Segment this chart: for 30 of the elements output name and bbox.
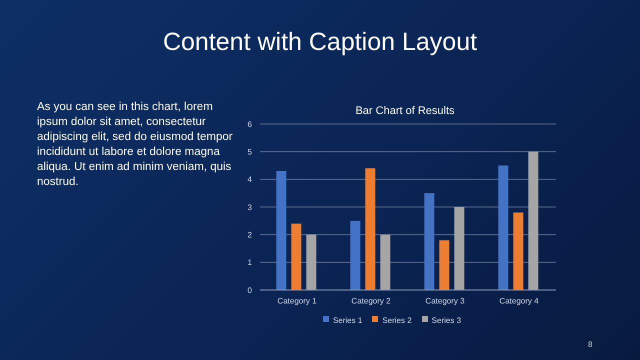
bar: [365, 168, 376, 290]
y-tick-label: 6: [248, 120, 253, 129]
bar: [350, 220, 360, 290]
bar: [291, 224, 302, 290]
text: Content with Caption Layout: [162, 28, 478, 57]
text: As you can see in this chart, lorem ipsum dolor sit amet, consectetur adipiscing elit, sed do eiusmod tempor incididunt ut labore et dolore magna aliqua. Ut enim ad minim veniam, quis nostrud.: [37, 100, 234, 190]
x-tick-label: Category 1: [277, 296, 318, 306]
text: 8: [588, 340, 592, 349]
bar: [306, 234, 316, 290]
bar: [380, 234, 390, 290]
y-tick-label: 4: [248, 175, 253, 184]
y-tick-label: 1: [248, 258, 253, 268]
chart-title: Bar Chart of Results: [354, 105, 456, 117]
legend-label: Series 1: [332, 316, 362, 325]
x-tick-label: Category 2: [351, 296, 392, 306]
legend-label: Series 2: [382, 316, 412, 325]
y-tick-label: 0: [248, 286, 253, 295]
bar: [498, 166, 508, 290]
bar: [276, 171, 286, 290]
y-tick-label: 3: [248, 202, 253, 212]
x-tick-label: Category 3: [425, 296, 466, 306]
bar: [454, 207, 464, 290]
y-tick-label: 5: [248, 148, 253, 157]
bar: [424, 193, 434, 290]
y-tick-label: 2: [248, 230, 253, 240]
bar: [513, 212, 524, 290]
legend-label: Series 3: [432, 316, 462, 325]
bar: [439, 240, 450, 290]
x-tick-label: Category 4: [499, 296, 540, 306]
bar: [528, 152, 538, 290]
